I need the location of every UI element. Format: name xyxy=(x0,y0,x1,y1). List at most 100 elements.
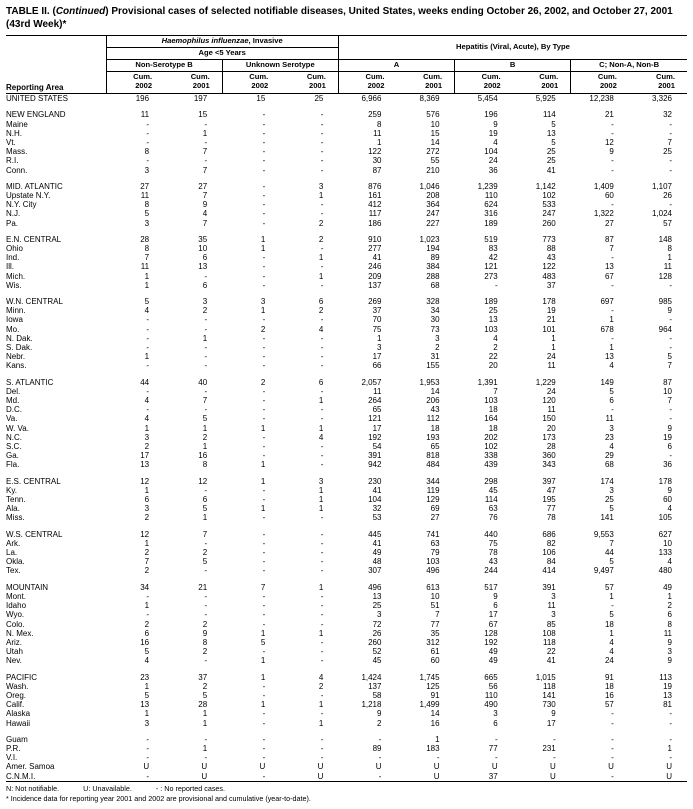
value-cell: 1 xyxy=(667,591,672,601)
reporting-area-cell: E.N. CENTRAL xyxy=(6,234,62,244)
table-row: Idaho 1 - - - 25 51 6 11 - 2 xyxy=(6,601,687,610)
value-cell: 1 xyxy=(202,743,208,753)
value-cell: 3 xyxy=(260,297,266,306)
subheader-unknown-serotype: Unknown Serotype xyxy=(221,59,339,73)
cum-year-header: Cum. 2001 xyxy=(512,71,571,95)
value-cell: 30 xyxy=(372,156,382,166)
value-cell: - xyxy=(204,119,208,129)
header-row-groups: Reporting Area Haemophilus influenzae, I… xyxy=(6,35,687,95)
value-cell: 7 xyxy=(493,386,498,396)
value-cell: 36 xyxy=(488,165,498,175)
value-cell: 60 xyxy=(604,190,614,200)
value-cell: - xyxy=(262,451,266,461)
value-cell: - xyxy=(611,280,614,290)
value-cell: 1 xyxy=(318,271,324,281)
value-cell: 27 xyxy=(198,181,208,191)
cum-year-header: Cum. 2002 xyxy=(221,71,281,95)
value-cell: 414 xyxy=(542,566,556,576)
value-cell: - xyxy=(611,709,614,719)
reporting-area-cell: Kans. xyxy=(6,361,27,371)
value-cell: 11 xyxy=(373,386,382,396)
value-cell: 2 xyxy=(318,218,324,228)
value-cell: 246 xyxy=(368,262,382,272)
value-cell: 3 xyxy=(144,718,150,728)
value-cell: 1 xyxy=(144,709,150,719)
value-cell: 150 xyxy=(542,414,556,424)
value-cell: - xyxy=(611,734,614,744)
table-row: S.C. 2 1 - - 54 65 102 28 4 6 xyxy=(6,442,687,451)
value-cell: - xyxy=(262,386,266,396)
value-cell: 37 xyxy=(198,672,208,682)
value-cell: - xyxy=(611,718,614,728)
table-row: Calif. 13 28 1 1 1,218 1,499 490 730 57 81 xyxy=(6,700,687,709)
value-cell: U xyxy=(280,771,339,782)
value-cell: 13 xyxy=(140,460,150,470)
reporting-area-cell: Va. xyxy=(6,414,18,424)
reporting-area-cell: Okla. xyxy=(6,557,25,567)
value-cell: 264 xyxy=(368,396,382,406)
value-cell: 440 xyxy=(484,529,498,539)
value-cell: 104 xyxy=(368,495,382,505)
value-cell: 1 xyxy=(318,485,324,495)
value-cell: 102 xyxy=(542,190,556,200)
value-cell: 31 xyxy=(430,352,440,362)
value-cell: 3 xyxy=(202,297,208,306)
footnote-no-reported-cases: - : No reported cases. xyxy=(155,783,226,793)
value-cell: 108 xyxy=(542,628,556,638)
value-cell: 65 xyxy=(430,442,440,452)
reporting-area-cell: Miss. xyxy=(6,513,25,523)
reporting-area-cell: D.C. xyxy=(6,405,22,415)
value-cell: 102 xyxy=(484,442,498,452)
value-cell: 112 xyxy=(426,414,440,424)
value-cell: 9 xyxy=(202,628,208,638)
table-row: Ark. 1 - - - 41 63 75 82 7 10 xyxy=(6,539,687,548)
value-cell: 13 xyxy=(140,700,150,710)
value-cell: 88 xyxy=(546,243,556,253)
value-cell: 197 xyxy=(193,94,208,104)
value-cell: U xyxy=(375,762,382,772)
value-cell: - xyxy=(262,361,266,371)
value-cell: 149 xyxy=(600,377,614,387)
table-row: Wyo. - - - - 3 7 17 3 5 6 xyxy=(6,610,687,619)
value-cell: - xyxy=(204,156,208,166)
spacer-cell xyxy=(6,666,687,673)
reporting-area-cell: N.J. xyxy=(6,209,21,219)
value-cell: 7 xyxy=(667,137,672,147)
value-cell: - xyxy=(262,156,266,166)
value-cell: - xyxy=(262,209,266,219)
value-cell: - xyxy=(611,306,614,316)
reporting-area-cell: Hawaii xyxy=(6,718,31,728)
value-cell: 2 xyxy=(144,619,150,629)
value-cell: 576 xyxy=(426,110,440,120)
value-cell: 1,229 xyxy=(535,377,556,387)
value-cell: 10 xyxy=(198,243,208,253)
value-cell: 43 xyxy=(430,405,440,415)
value-cell: 3 xyxy=(144,432,150,442)
value-cell: 1 xyxy=(260,628,266,638)
value-cell: 113 xyxy=(659,672,672,682)
value-cell: - xyxy=(146,137,150,147)
table-row: W. Va. 1 1 1 1 17 18 18 20 3 9 xyxy=(6,424,687,433)
spacer-cell xyxy=(6,523,687,530)
table-header: Reporting Area Haemophilus influenzae, I… xyxy=(6,35,687,95)
value-cell: 2 xyxy=(260,377,266,387)
spacer-row xyxy=(6,103,687,110)
value-cell: 818 xyxy=(426,451,440,461)
table-row: Nev. 4 - 1 - 45 60 49 41 24 9 xyxy=(6,656,687,665)
value-cell: - xyxy=(611,253,614,263)
value-cell: 32 xyxy=(663,110,672,120)
value-cell: 4 xyxy=(493,137,498,147)
value-cell: 89 xyxy=(430,253,440,263)
table-row: Del. - - - - 11 14 7 24 5 10 xyxy=(6,387,687,396)
value-cell: - xyxy=(320,405,324,415)
value-cell: - xyxy=(320,619,324,629)
value-cell: - xyxy=(320,414,324,424)
value-cell: 4 xyxy=(493,333,498,343)
value-cell: 81 xyxy=(663,700,672,710)
value-cell: 3 xyxy=(144,218,150,228)
value-cell: - xyxy=(611,333,614,343)
cum-year-header: Cum. 2001 xyxy=(396,71,455,95)
cum-year-header: Cum. 2001 xyxy=(628,71,687,95)
value-cell: 260 xyxy=(542,218,556,228)
value-cell: 40 xyxy=(198,377,208,387)
